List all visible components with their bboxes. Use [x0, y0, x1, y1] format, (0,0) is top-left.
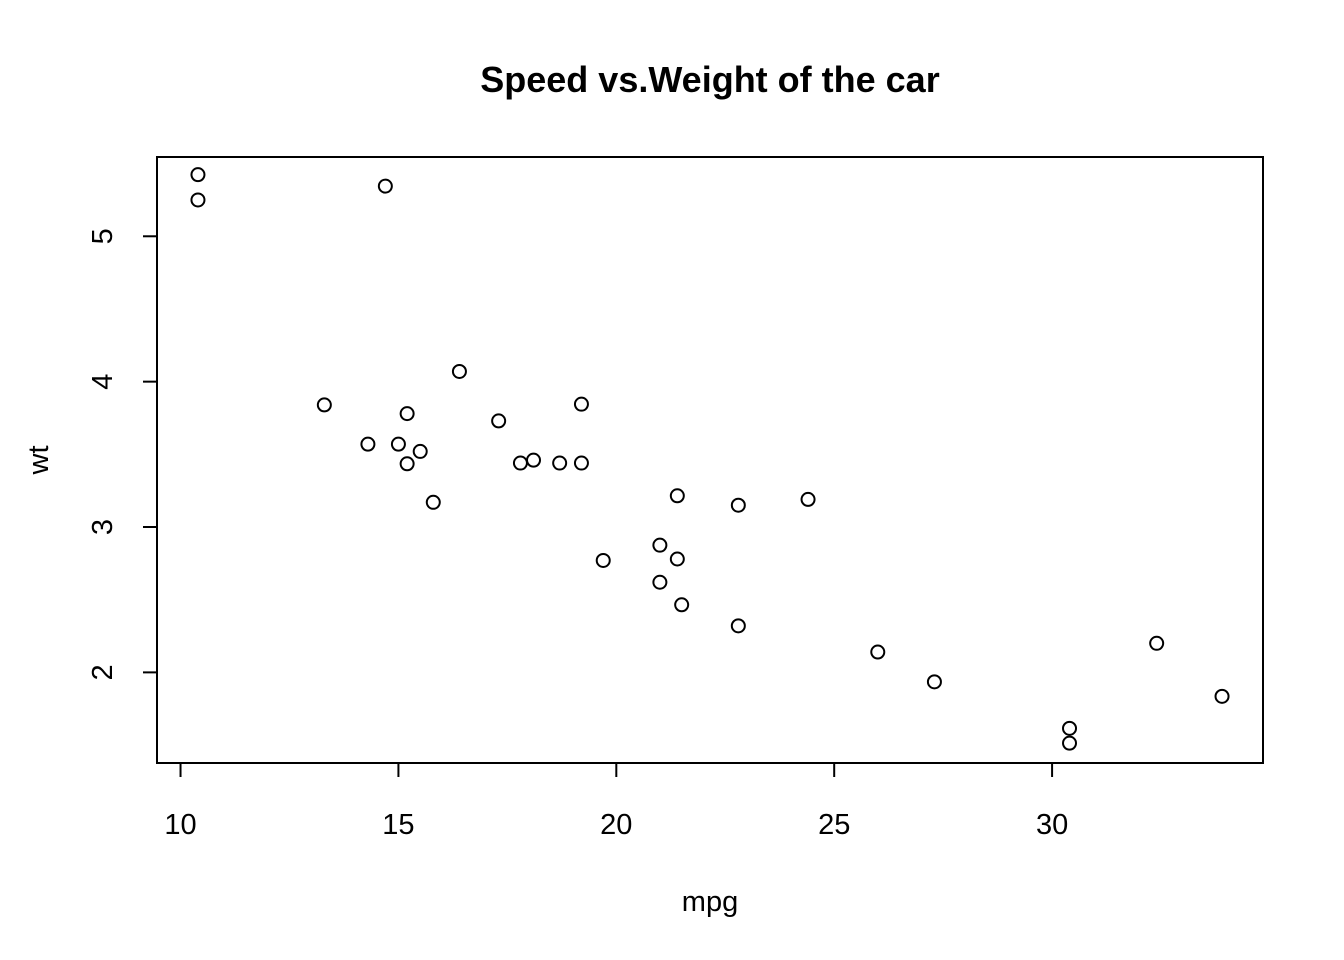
data-point — [1062, 735, 1078, 751]
x-tick-label: 25 — [818, 809, 850, 841]
data-point — [669, 488, 685, 504]
data-point — [552, 455, 568, 471]
data-point — [1149, 635, 1165, 651]
y-axis: 2 3 4 5 — [87, 228, 158, 680]
data-point — [190, 192, 206, 208]
x-axis: 10 15 20 25 30 — [164, 762, 1068, 841]
y-tick-label: 3 — [87, 519, 119, 535]
data-point — [526, 452, 542, 468]
data-point — [360, 436, 376, 452]
data-point — [800, 491, 816, 507]
data-point — [377, 178, 393, 194]
plot-frame — [156, 156, 1264, 764]
y-tick-label: 4 — [87, 374, 119, 390]
data-point — [1214, 688, 1230, 704]
data-point — [926, 674, 942, 690]
x-tick-label: 10 — [164, 809, 196, 841]
data-point — [730, 497, 746, 513]
y-tick-label: 5 — [87, 228, 119, 244]
data-point — [1062, 720, 1078, 736]
y-axis-title: wt — [23, 446, 55, 476]
x-tick-label: 20 — [600, 809, 632, 841]
data-point — [425, 494, 441, 510]
y-tick-label: 2 — [87, 664, 119, 680]
data-point — [412, 443, 428, 459]
data-point — [491, 413, 507, 429]
data-point — [512, 455, 528, 471]
data-point — [399, 406, 415, 422]
data-point — [316, 397, 332, 413]
chart-title: Speed vs.Weight of the car — [480, 59, 939, 100]
data-point — [870, 644, 886, 660]
data-point — [390, 436, 406, 452]
data-point — [674, 597, 690, 613]
data-point — [190, 167, 206, 183]
data-point — [652, 574, 668, 590]
data-point — [730, 618, 746, 634]
data-points — [190, 167, 1230, 751]
x-tick-label: 30 — [1036, 809, 1068, 841]
data-point — [573, 455, 589, 471]
x-tick-label: 15 — [382, 809, 414, 841]
x-axis-title: mpg — [682, 886, 738, 918]
data-point — [451, 363, 467, 379]
data-point — [573, 396, 589, 412]
data-point — [669, 551, 685, 567]
data-point — [399, 456, 415, 472]
data-point — [652, 537, 668, 553]
data-point — [595, 552, 611, 568]
